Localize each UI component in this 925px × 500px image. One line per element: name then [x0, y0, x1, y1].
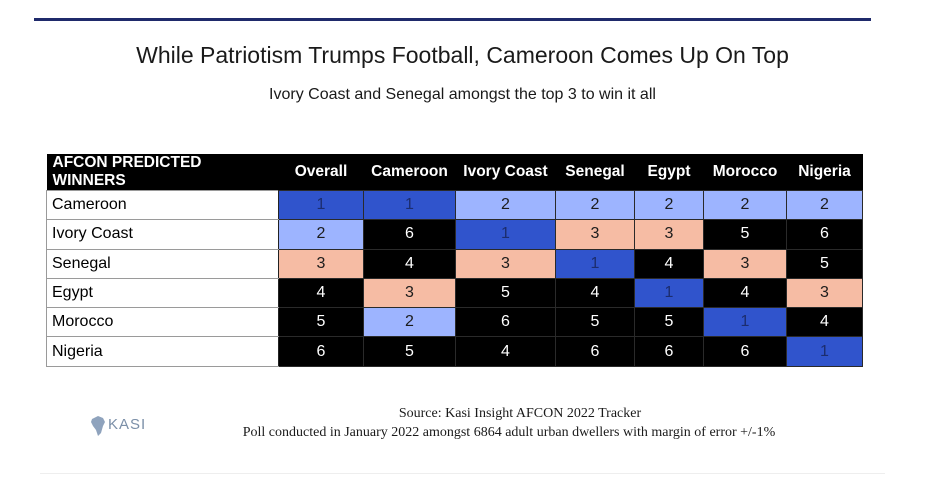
row-label: Cameroon: [46, 189, 279, 221]
rank-cell: 2: [278, 219, 364, 250]
row-label: Morocco: [46, 307, 279, 338]
rank-cell: 3: [555, 219, 635, 250]
rank-cell: 1: [555, 248, 635, 279]
rank-cell: 2: [703, 189, 787, 221]
column-header: Ivory Coast: [455, 154, 556, 191]
row-label: Ivory Coast: [46, 219, 279, 250]
rank-cell: 5: [278, 307, 364, 338]
rank-cell: 5: [703, 219, 787, 250]
row-label: Egypt: [46, 277, 279, 309]
top-rule: [34, 18, 871, 21]
rank-cell: 2: [555, 189, 635, 221]
ranking-table: AFCON PREDICTED WINNERS Overall Cameroon…: [46, 154, 863, 367]
rank-cell: 2: [786, 189, 863, 221]
table-row: Nigeria 6 5 4 6 6 6 1: [46, 336, 863, 367]
header-row: AFCON PREDICTED WINNERS Overall Cameroon…: [46, 154, 863, 191]
rank-cell: 1: [703, 307, 787, 338]
rank-cell: 6: [555, 336, 635, 367]
rank-cell: 5: [455, 277, 556, 309]
bottom-rule: [40, 473, 885, 474]
rank-cell: 1: [363, 189, 456, 221]
rank-cell: 4: [634, 248, 704, 279]
rank-cell: 3: [363, 277, 456, 309]
logo-text: KASI: [108, 416, 147, 433]
chart-subtitle: Ivory Coast and Senegal amongst the top …: [269, 86, 656, 103]
rank-cell: 4: [363, 248, 456, 279]
rank-cell: 1: [786, 336, 863, 367]
corner-header: AFCON PREDICTED WINNERS: [46, 154, 279, 191]
rank-cell: 6: [703, 336, 787, 367]
rank-cell: 4: [703, 277, 787, 309]
source-note: Source: Kasi Insight AFCON 2022 Tracker: [398, 406, 642, 421]
table-row: Senegal 3 4 3 1 4 3 5: [46, 248, 863, 279]
rank-cell: 6: [634, 336, 704, 367]
rank-cell: 6: [278, 336, 364, 367]
rank-cell: 5: [634, 307, 704, 338]
rank-cell: 5: [786, 248, 863, 279]
kasi-logo: [91, 416, 105, 436]
rank-cell: 5: [363, 336, 456, 367]
row-label: Senegal: [46, 248, 279, 279]
table-row: Cameroon 1 1 2 2 2 2 2: [46, 189, 863, 221]
column-header: Egypt: [634, 154, 704, 191]
row-label: Nigeria: [46, 336, 279, 367]
rank-cell: 2: [363, 307, 456, 338]
rank-cell: 4: [555, 277, 635, 309]
rank-cell: 5: [555, 307, 635, 338]
column-header: Senegal: [555, 154, 635, 191]
rank-cell: 3: [634, 219, 704, 250]
rank-cell: 6: [786, 219, 863, 250]
rank-cell: 3: [703, 248, 787, 279]
poll-note: Poll conducted in January 2022 amongst 6…: [242, 425, 776, 440]
rank-cell: 3: [278, 248, 364, 279]
column-header: Overall: [278, 154, 364, 191]
rank-cell: 6: [363, 219, 456, 250]
table-row: Egypt 4 3 5 4 1 4 3: [46, 277, 863, 309]
rank-cell: 4: [786, 307, 863, 338]
table-row: Ivory Coast 2 6 1 3 3 5 6: [46, 219, 863, 250]
rank-cell: 2: [634, 189, 704, 221]
africa-map-icon: [91, 416, 105, 436]
column-header: Cameroon: [363, 154, 456, 191]
rank-cell: 3: [786, 277, 863, 309]
rank-cell: 1: [634, 277, 704, 309]
column-header: Nigeria: [786, 154, 863, 191]
rank-cell: 2: [455, 189, 556, 221]
rank-cell: 1: [278, 189, 364, 221]
column-header: Morocco: [703, 154, 787, 191]
rank-cell: 1: [455, 219, 556, 250]
chart-title: While Patriotism Trumps Football, Camero…: [136, 42, 789, 68]
rank-cell: 4: [455, 336, 556, 367]
rank-cell: 3: [455, 248, 556, 279]
rank-cell: 6: [455, 307, 556, 338]
table-row: Morocco 5 2 6 5 5 1 4: [46, 307, 863, 338]
rank-cell: 4: [278, 277, 364, 309]
